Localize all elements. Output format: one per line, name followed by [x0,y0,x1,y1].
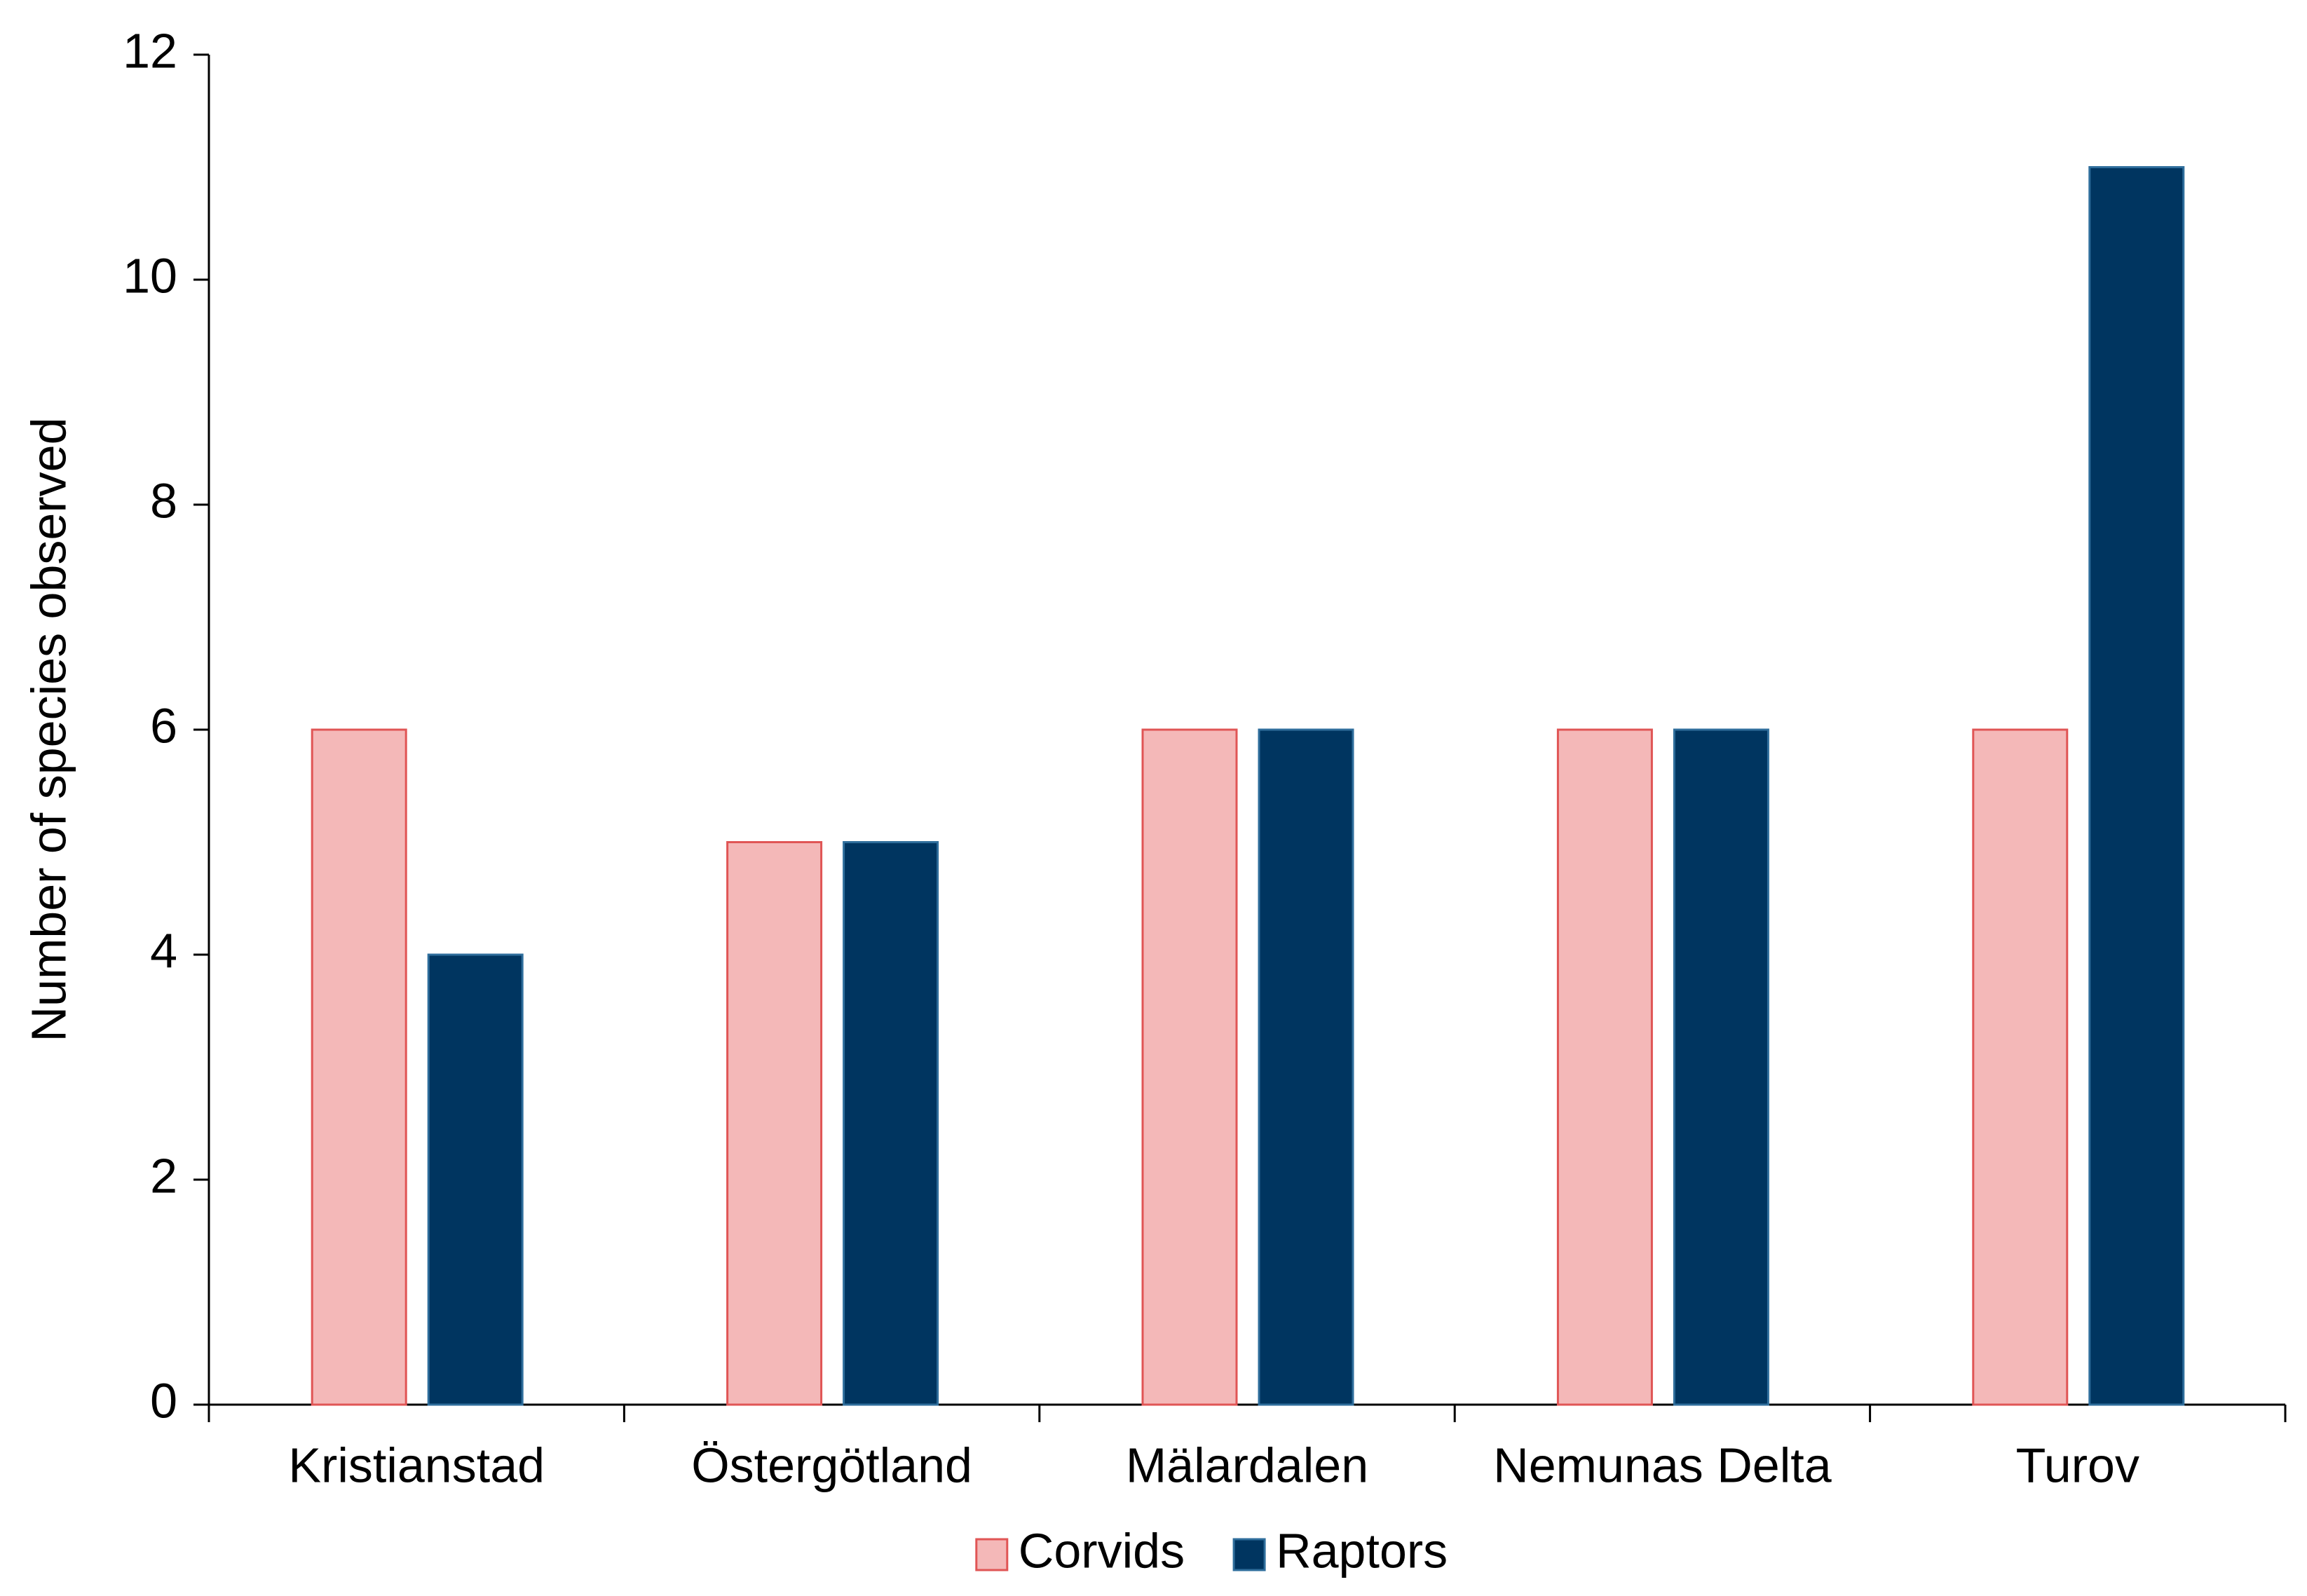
x-tick-label: Turov [2016,1438,2139,1492]
bar [1556,728,1653,1406]
y-tick-label: 12 [123,23,177,78]
x-tick-label: Östergötland [691,1438,972,1492]
y-tick-label: 2 [150,1148,177,1203]
legend-label: Corvids [1019,1523,1185,1578]
bar [311,728,407,1406]
x-tick-label: Kristianstad [288,1438,545,1492]
x-tick-label: Mälardalen [1126,1438,1368,1492]
y-axis-label: Number of species observed [21,418,76,1042]
y-tick-label: 6 [150,698,177,753]
bar [843,841,939,1406]
bar [726,841,823,1406]
bar [1141,728,1238,1406]
legend-label: Raptors [1276,1523,1448,1578]
bar [1258,728,1354,1406]
y-tick-label: 4 [150,923,177,978]
bar [1673,728,1769,1406]
x-tick-label: Nemunas Delta [1493,1438,1832,1492]
bar [427,953,524,1406]
bar [2088,166,2185,1406]
bar [1972,728,2069,1406]
legend-swatch [1232,1538,1266,1571]
legend-swatch [975,1538,1009,1571]
y-tick-label: 0 [150,1373,177,1428]
y-tick-label: 8 [150,473,177,528]
y-tick-label: 10 [123,248,177,303]
